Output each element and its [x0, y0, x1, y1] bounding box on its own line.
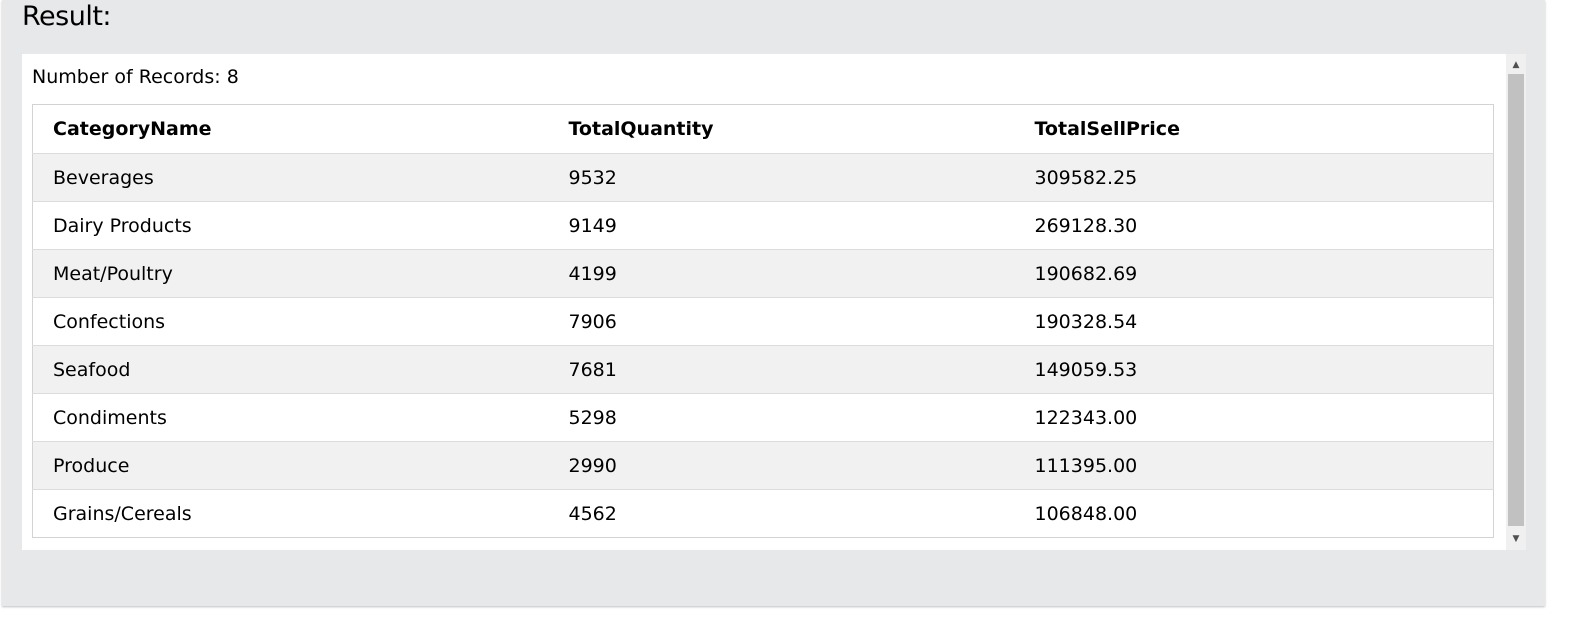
- cell-totalquantity: 5298: [548, 393, 1015, 442]
- table-header-row: CategoryName TotalQuantity TotalSellPric…: [32, 104, 1494, 154]
- vertical-scrollbar[interactable]: ▲ ▼: [1506, 54, 1526, 550]
- cell-totalsellprice: 190682.69: [1014, 249, 1494, 298]
- cell-categoryname: Seafood: [32, 345, 549, 394]
- column-header-categoryname: CategoryName: [32, 104, 549, 154]
- record-count-label: Number of Records: 8: [32, 66, 239, 88]
- result-heading: Result:: [22, 1, 112, 32]
- table-row: Meat/Poultry 4199 190682.69: [32, 249, 1494, 298]
- cell-categoryname: Dairy Products: [32, 201, 549, 250]
- scrollbar-thumb[interactable]: [1508, 74, 1524, 526]
- table-row: Seafood 7681 149059.53: [32, 345, 1494, 394]
- cell-categoryname: Grains/Cereals: [53, 502, 192, 525]
- result-table: CategoryName TotalQuantity TotalSellPric…: [32, 104, 1494, 538]
- cell-categoryname: Meat/Poultry: [32, 249, 549, 298]
- cell-totalsellprice: 269128.30: [1014, 201, 1494, 250]
- cell-totalsellprice: 106848.00: [1034, 502, 1138, 525]
- cell-totalquantity: 9149: [548, 201, 1015, 250]
- result-panel: Result: Number of Records: 8 CategoryNam…: [2, 0, 1545, 606]
- scroll-up-arrow-icon[interactable]: ▲: [1512, 60, 1520, 70]
- scroll-down-arrow-icon[interactable]: ▼: [1512, 534, 1520, 544]
- table-row: Beverages 9532 309582.25: [32, 153, 1494, 202]
- cell-totalsellprice: 149059.53: [1014, 345, 1494, 394]
- cell-categoryname: Condiments: [32, 393, 549, 442]
- cell-categoryname: Confections: [32, 297, 549, 346]
- table-row: Condiments 5298 122343.00: [32, 393, 1494, 442]
- table-row: Confections 7906 190328.54: [32, 297, 1494, 346]
- cell-totalsellprice: 309582.25: [1014, 153, 1494, 202]
- cell-totalquantity: 7906: [548, 297, 1015, 346]
- table-row: Grains/Cereals 4562 106848.00: [32, 489, 1494, 538]
- cell-totalsellprice: 190328.54: [1014, 297, 1494, 346]
- cell-totalquantity: 7681: [548, 345, 1015, 394]
- table-row: Produce 2990 111395.00: [32, 441, 1494, 490]
- cell-totalsellprice: 122343.00: [1014, 393, 1494, 442]
- cell-totalquantity: 4562: [568, 502, 617, 525]
- cell-totalquantity: 2990: [548, 441, 1015, 490]
- table-row: Dairy Products 9149 269128.30: [32, 201, 1494, 250]
- cell-totalsellprice: 111395.00: [1014, 441, 1494, 490]
- column-header-totalsellprice: TotalSellPrice: [1014, 104, 1494, 154]
- result-container[interactable]: Number of Records: 8 CategoryName TotalQ…: [22, 54, 1526, 550]
- cell-totalquantity: 4199: [548, 249, 1015, 298]
- cell-totalquantity: 9532: [548, 153, 1015, 202]
- cell-categoryname: Produce: [32, 441, 549, 490]
- column-header-totalquantity: TotalQuantity: [548, 104, 1015, 154]
- cell-categoryname: Beverages: [32, 153, 549, 202]
- record-count: Number of Records: 8: [32, 66, 239, 88]
